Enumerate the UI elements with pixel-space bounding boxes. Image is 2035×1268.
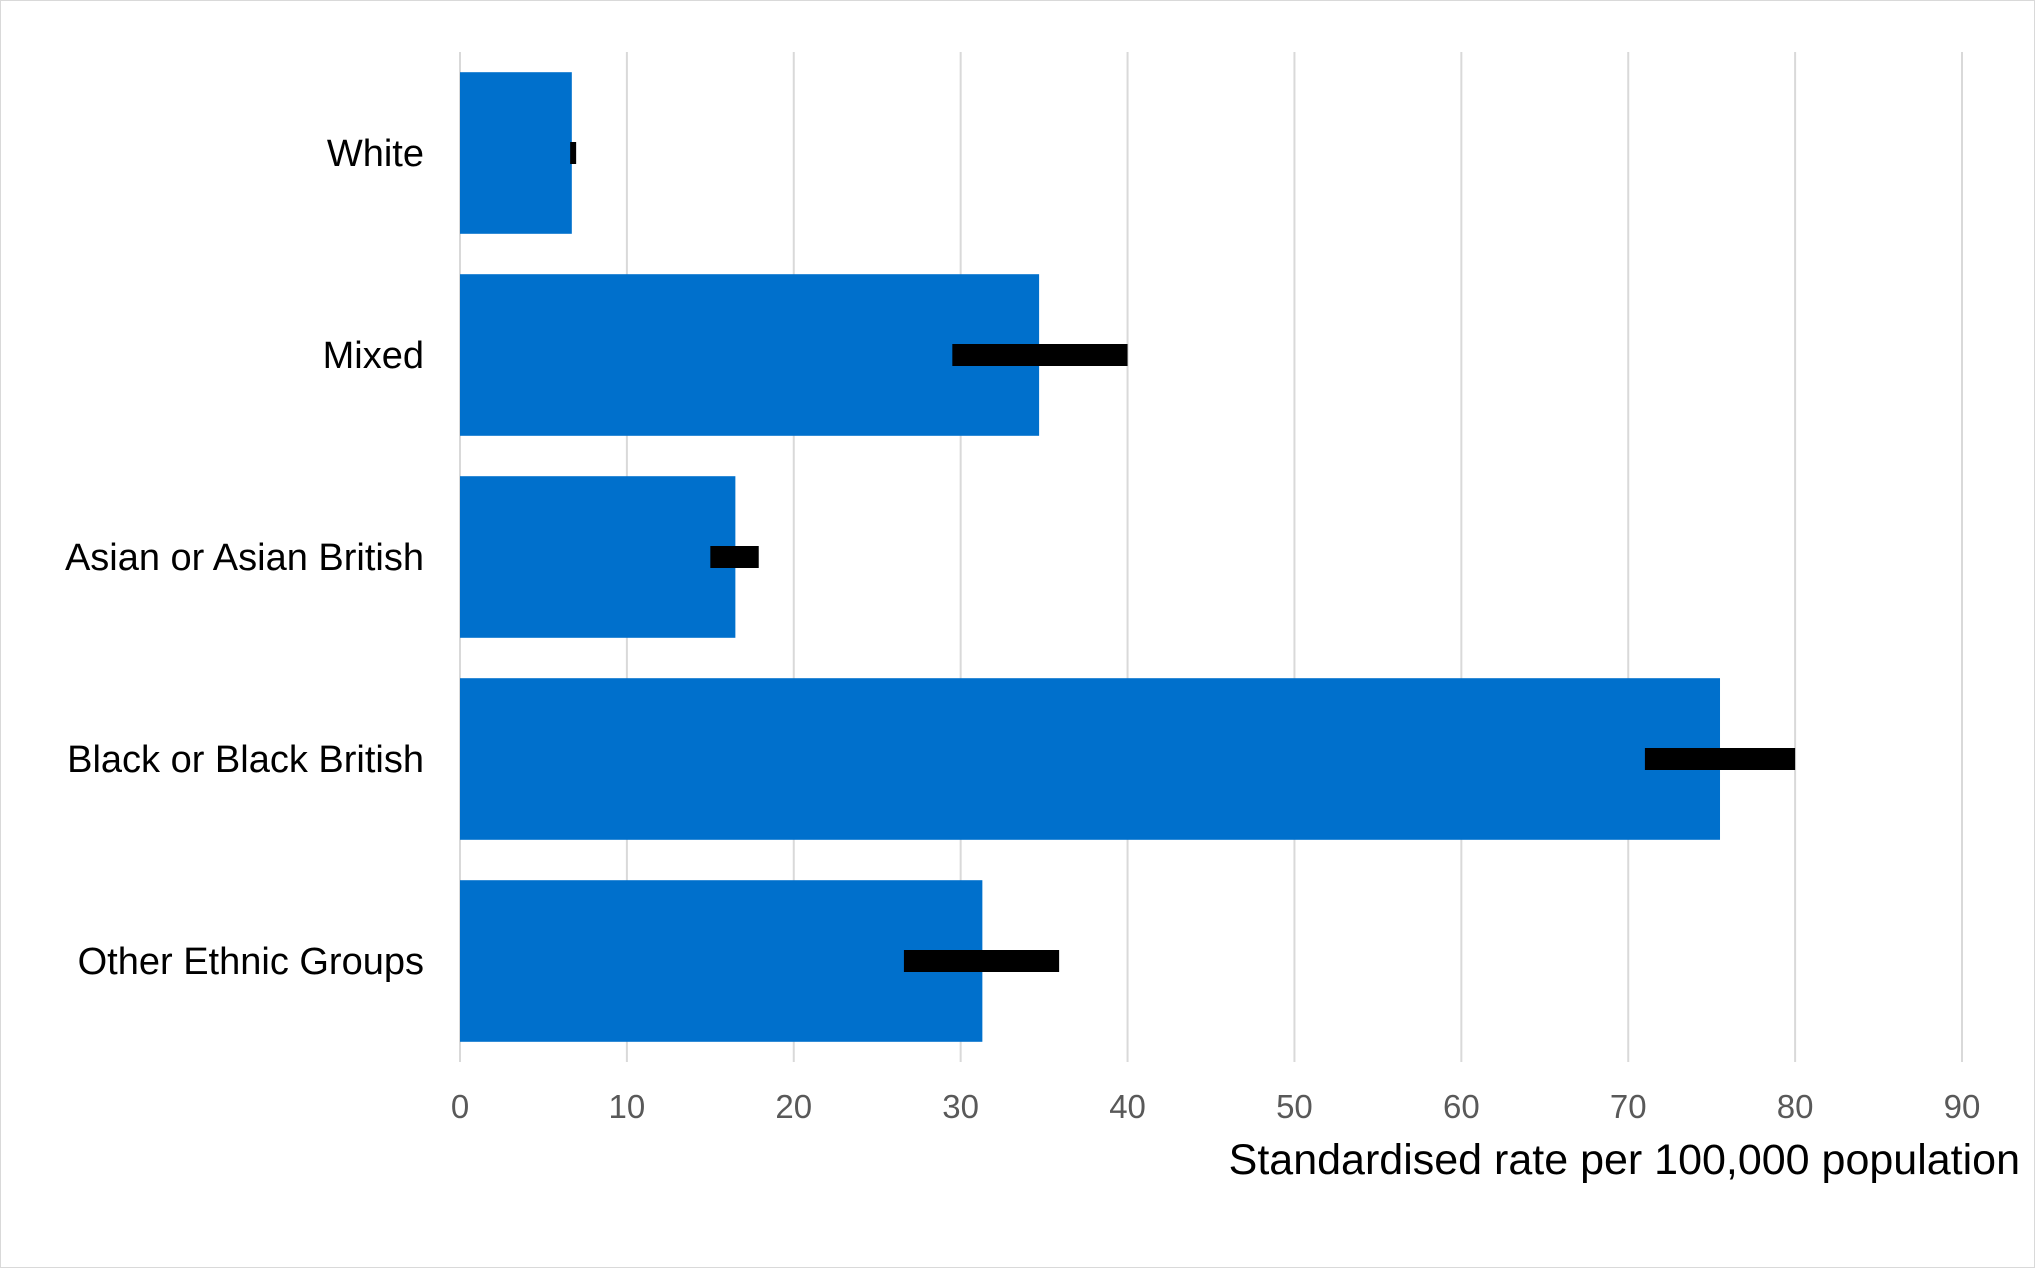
bars xyxy=(460,72,1721,1042)
x-tick-label: 30 xyxy=(942,1088,979,1125)
error-bar-asian-or-asian-british xyxy=(710,546,759,568)
bar-other-ethnic-groups xyxy=(460,880,983,1042)
x-tick-label: 50 xyxy=(1276,1088,1313,1125)
x-tick-label: 60 xyxy=(1443,1088,1480,1125)
error-bar-black-or-black-british xyxy=(1644,748,1796,770)
category-label: Other Ethnic Groups xyxy=(78,941,424,983)
error-bar-white xyxy=(570,142,577,164)
category-label: Mixed xyxy=(323,335,424,377)
bar-mixed xyxy=(460,274,1040,436)
bar-black-or-black-british xyxy=(460,678,1721,840)
x-tick-label: 0 xyxy=(451,1088,469,1125)
x-tick-label: 70 xyxy=(1610,1088,1647,1125)
category-label: White xyxy=(327,133,424,175)
bar-asian-or-asian-british xyxy=(460,476,736,638)
category-label: Black or Black British xyxy=(67,739,424,781)
bar-white xyxy=(460,72,572,234)
error-bar-other-ethnic-groups xyxy=(903,950,1060,972)
x-axis-title: Standardised rate per 100,000 population xyxy=(1229,1136,2020,1184)
category-label: Asian or Asian British xyxy=(65,537,424,579)
error-bars xyxy=(570,142,1796,972)
x-tick-label: 40 xyxy=(1109,1088,1146,1125)
x-tick-label: 10 xyxy=(609,1088,646,1125)
x-tick-label: 20 xyxy=(775,1088,812,1125)
x-tick-label: 80 xyxy=(1777,1088,1814,1125)
category-labels: White Mixed Asian or Asian British Black or… xyxy=(65,133,424,983)
x-tick-labels: 0 10 20 30 40 50 60 70 80 90 xyxy=(451,1088,1981,1125)
x-tick-label: 90 xyxy=(1944,1088,1981,1125)
error-bar-mixed xyxy=(952,344,1128,366)
